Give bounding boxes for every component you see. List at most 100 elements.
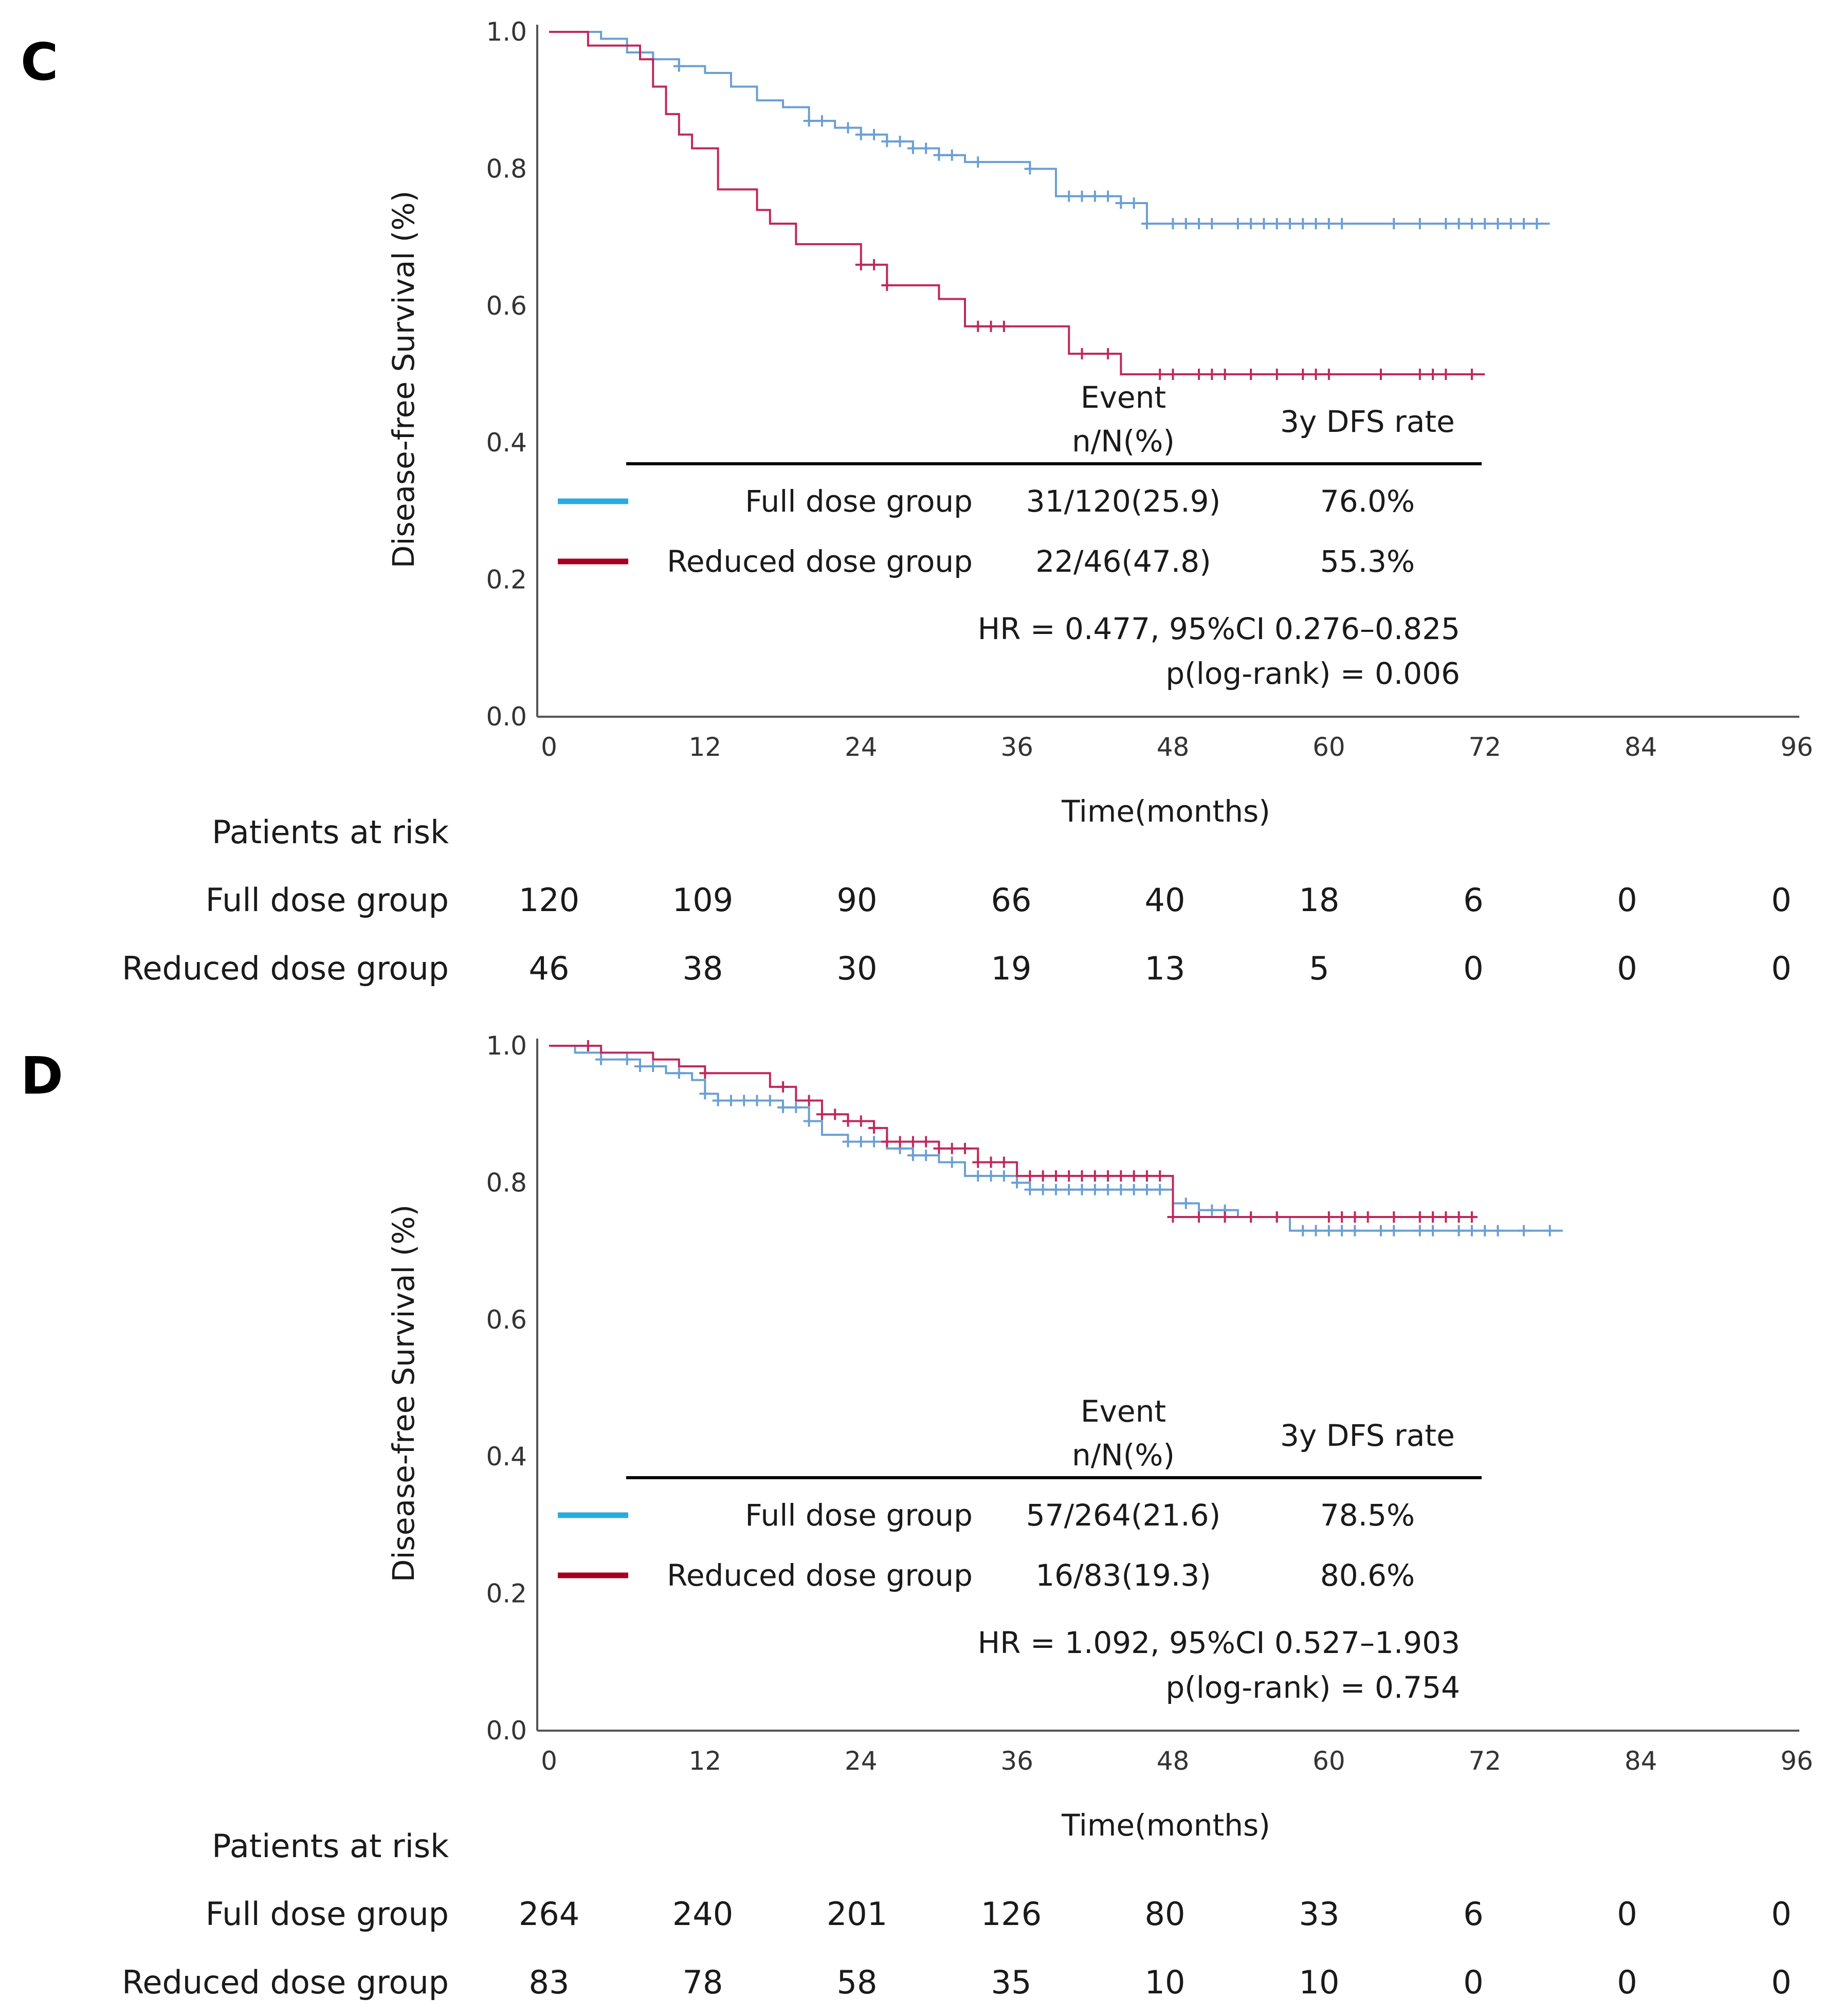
- table-group-name: Full dose group: [745, 1498, 973, 1533]
- x-axis-label: Time(months): [1061, 1808, 1270, 1843]
- censor-mark: [790, 1101, 802, 1113]
- y-tick-label: 0.4: [486, 1442, 527, 1472]
- censor-mark: [1323, 369, 1335, 380]
- censor-mark: [1297, 369, 1309, 380]
- hazard-ratio: HR = 1.092, 95%CI 0.527–1.903: [978, 1625, 1460, 1660]
- censor-mark: [1154, 369, 1166, 380]
- table-header-rate: 3y DFS rate: [1280, 404, 1455, 439]
- censor-mark: [1219, 369, 1231, 380]
- censor-mark: [1128, 1184, 1140, 1195]
- table-header-event: Event: [1081, 1394, 1166, 1429]
- risk-count: 0: [1771, 950, 1791, 987]
- censor-mark: [1440, 217, 1452, 229]
- censor-mark: [1206, 1204, 1218, 1216]
- hazard-ratio: HR = 0.477, 95%CI 0.276–0.825: [978, 611, 1460, 646]
- censor-mark: [673, 1067, 685, 1079]
- censor-mark: [894, 136, 906, 148]
- censor-mark: [842, 1136, 854, 1148]
- censor-mark: [842, 1115, 854, 1127]
- panel-letter: C: [21, 32, 58, 92]
- survival-curve: [549, 31, 1485, 375]
- censor-mark: [1336, 1225, 1348, 1237]
- risk-count: 5: [1309, 950, 1329, 987]
- censor-mark: [1375, 369, 1387, 380]
- risk-count: 120: [519, 881, 579, 919]
- table-event-value: 16/83(19.3): [1035, 1558, 1211, 1593]
- risk-count: 0: [1617, 1895, 1637, 1933]
- table-group-name: Reduced dose group: [667, 1558, 973, 1593]
- censor-mark: [595, 1054, 607, 1065]
- risk-count: 0: [1771, 1895, 1791, 1933]
- censor-mark: [816, 1109, 828, 1120]
- censor-mark: [998, 1156, 1010, 1168]
- censor-mark: [1219, 1211, 1231, 1223]
- table-header-event-n: n/N(%): [1072, 424, 1175, 459]
- censor-mark: [920, 1150, 932, 1161]
- censor-mark: [1245, 1211, 1257, 1223]
- censor-mark: [855, 1136, 867, 1148]
- censor-mark: [855, 1115, 867, 1127]
- censor-mark: [803, 1115, 815, 1127]
- censor-mark: [1518, 1225, 1530, 1237]
- censor-mark: [1414, 369, 1426, 380]
- censor-mark: [985, 1156, 997, 1168]
- table-rate-value: 80.6%: [1320, 1558, 1415, 1593]
- censor-mark: [933, 149, 945, 161]
- y-tick-label: 0.2: [486, 1579, 527, 1609]
- censor-mark: [1349, 1225, 1361, 1237]
- censor-mark: [868, 1136, 880, 1148]
- censor-mark: [1141, 217, 1153, 229]
- censor-mark: [933, 1142, 945, 1154]
- censor-mark: [1336, 217, 1348, 229]
- x-tick-label: 12: [689, 732, 722, 762]
- censor-mark: [1141, 1184, 1153, 1195]
- censor-mark: [868, 259, 880, 270]
- table-rate-value: 78.5%: [1320, 1498, 1415, 1533]
- risk-count: 38: [683, 950, 723, 987]
- table-header-event-n: n/N(%): [1072, 1438, 1175, 1473]
- censor-mark: [764, 1095, 776, 1106]
- censor-mark: [1271, 369, 1283, 380]
- censor-mark: [777, 1081, 789, 1093]
- censor-mark: [1050, 1170, 1062, 1182]
- censor-mark: [1102, 190, 1114, 202]
- censor-mark: [1323, 1211, 1335, 1223]
- risk-group-name: Full dose group: [206, 881, 449, 919]
- censor-mark: [985, 320, 997, 332]
- x-tick-label: 0: [541, 732, 557, 762]
- panel-letter: D: [21, 1046, 63, 1106]
- table-rate-value: 76.0%: [1320, 484, 1415, 519]
- survival-curve: [549, 1045, 1472, 1218]
- censor-mark: [1180, 1197, 1192, 1209]
- censor-mark: [1206, 369, 1218, 380]
- risk-count: 19: [991, 950, 1032, 987]
- y-tick-label: 1.0: [486, 17, 527, 47]
- risk-group-name: Reduced dose group: [122, 950, 449, 987]
- censor-mark: [1492, 217, 1504, 229]
- censor-mark: [907, 1136, 919, 1148]
- censor-mark: [1115, 1184, 1127, 1195]
- x-tick-label: 84: [1625, 1746, 1657, 1776]
- censor-mark: [1128, 197, 1140, 209]
- censor-mark: [972, 1156, 984, 1168]
- censor-mark: [803, 1095, 815, 1106]
- series-full-dose: [549, 1045, 1563, 1237]
- risk-count: 6: [1463, 1895, 1483, 1933]
- censor-mark: [1310, 217, 1322, 229]
- censor-mark: [881, 279, 893, 291]
- risk-count: 264: [519, 1895, 579, 1933]
- censor-mark: [959, 1142, 971, 1154]
- censor-mark: [1427, 1211, 1439, 1223]
- censor-mark: [920, 142, 932, 154]
- y-tick-label: 0.6: [486, 1305, 527, 1335]
- series-reduced-dose: [549, 31, 1485, 380]
- censor-mark: [1089, 190, 1101, 202]
- censor-mark: [1193, 369, 1205, 380]
- censor-mark: [1518, 217, 1530, 229]
- y-tick-label: 0.8: [486, 1168, 527, 1197]
- censor-mark: [998, 1170, 1010, 1182]
- censor-mark: [1388, 217, 1400, 229]
- censor-mark: [1128, 1170, 1140, 1182]
- risk-count: 0: [1617, 950, 1637, 987]
- risk-count: 201: [827, 1895, 887, 1933]
